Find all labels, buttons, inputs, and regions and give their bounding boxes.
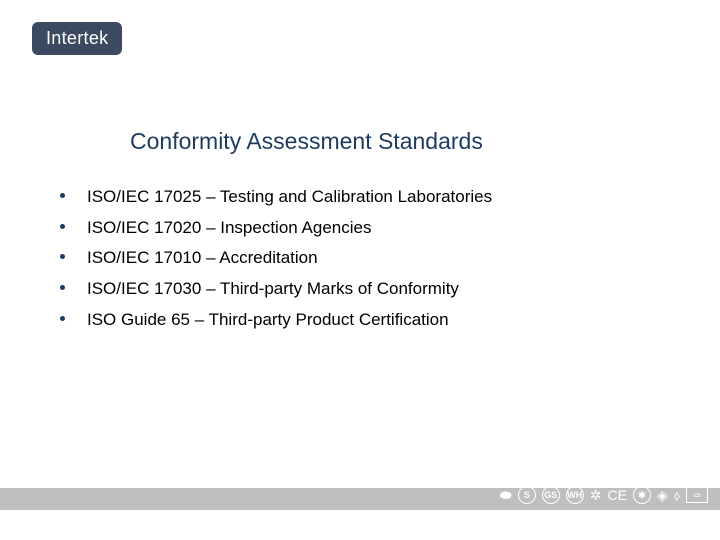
list-item: ISO/IEC 17030 – Third-party Marks of Con…: [60, 277, 680, 302]
bullet-text: ISO Guide 65 – Third-party Product Certi…: [87, 308, 449, 333]
brand-logo: Intertek: [32, 22, 122, 55]
footer-bar: ⬬ S GS WH ✲ CE ✱ ◈ ⬨ ▭: [0, 488, 720, 510]
list-item: ISO Guide 65 – Third-party Product Certi…: [60, 308, 680, 333]
etl-icon: ⬬: [500, 488, 512, 502]
diamond-icon: ◈: [657, 488, 668, 502]
bullet-dot-icon: [60, 316, 65, 321]
bullet-text: ISO/IEC 17020 – Inspection Agencies: [87, 216, 371, 241]
asta-icon: ⬨: [674, 488, 680, 502]
gs-mark-icon: GS: [542, 486, 560, 504]
bullet-list: ISO/IEC 17025 – Testing and Calibration …: [60, 185, 680, 338]
ce-icon: CE: [607, 488, 626, 502]
globe-icon: ✱: [633, 486, 651, 504]
bullet-dot-icon: [60, 254, 65, 259]
list-item: ISO/IEC 17020 – Inspection Agencies: [60, 216, 680, 241]
bullet-text: ISO/IEC 17025 – Testing and Calibration …: [87, 185, 492, 210]
footer-cert-icons: ⬬ S GS WH ✲ CE ✱ ◈ ⬨ ▭: [500, 486, 708, 504]
slide-title: Conformity Assessment Standards: [130, 128, 483, 155]
bullet-text: ISO/IEC 17010 – Accreditation: [87, 246, 318, 271]
bullet-dot-icon: [60, 224, 65, 229]
s-mark-icon: S: [518, 486, 536, 504]
list-item: ISO/IEC 17025 – Testing and Calibration …: [60, 185, 680, 210]
list-item: ISO/IEC 17010 – Accreditation: [60, 246, 680, 271]
bullet-text: ISO/IEC 17030 – Third-party Marks of Con…: [87, 277, 459, 302]
brand-logo-text: Intertek: [46, 28, 108, 48]
beab-icon: ▭: [686, 487, 708, 503]
bullet-dot-icon: [60, 193, 65, 198]
bullet-dot-icon: [60, 285, 65, 290]
gear-icon: ✲: [590, 488, 602, 502]
warnock-icon: WH: [566, 486, 584, 504]
